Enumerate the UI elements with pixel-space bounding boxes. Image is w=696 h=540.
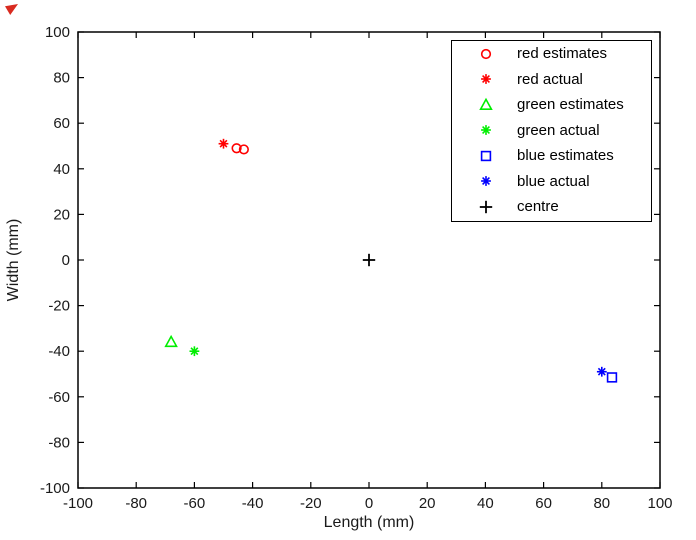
asterisk-legend-glyph — [482, 177, 490, 186]
legend-label: red estimates — [517, 45, 608, 63]
y-tick-label: 60 — [53, 115, 70, 132]
legend: red estimates red actual green estimates gr… — [451, 40, 652, 222]
x-tick-label: 100 — [647, 495, 672, 512]
triangle-icon — [479, 97, 493, 110]
legend-label: green actual — [517, 121, 600, 139]
x-tick-label: 80 — [593, 495, 610, 512]
blue-estimates-marker — [606, 372, 618, 383]
x-tick-label: -100 — [63, 495, 93, 512]
legend-item: green estimates — [452, 92, 651, 118]
x-tick-label: -80 — [125, 495, 147, 512]
green-actual-marker — [190, 347, 199, 356]
y-tick-label: 20 — [53, 206, 70, 223]
legend-item: centre — [452, 194, 651, 220]
circle-legend-glyph — [480, 48, 492, 59]
x-tick-label: 20 — [419, 495, 436, 512]
asterisk-icon — [481, 176, 491, 187]
asterisk-icon — [481, 125, 491, 136]
square-icon — [480, 150, 492, 161]
legend-item: red actual — [452, 67, 651, 93]
y-tick-label: 100 — [45, 24, 70, 41]
legend-label: red actual — [517, 70, 583, 88]
blue-actual-marker — [597, 367, 606, 376]
x-tick-label: 60 — [535, 495, 552, 512]
asterisk-icon — [481, 74, 491, 85]
y-tick-label: -80 — [48, 434, 70, 451]
y-tick-label: 0 — [62, 252, 70, 269]
green-estimates-marker — [164, 334, 178, 348]
red-estimates-marker — [231, 143, 242, 154]
y-tick-label: -60 — [48, 389, 70, 406]
red-actual-marker — [219, 139, 228, 148]
legend-item: blue actual — [452, 169, 651, 195]
x-tick-label: -20 — [300, 495, 322, 512]
legend-label: green estimates — [517, 96, 624, 114]
x-axis-label: Length (mm) — [323, 514, 415, 531]
legend-item: red estimates — [452, 41, 651, 67]
x-tick-label: -60 — [184, 495, 206, 512]
x-tick-label: -40 — [242, 495, 264, 512]
red-estimates-marker — [238, 144, 249, 155]
asterisk-legend-glyph — [482, 75, 490, 84]
y-tick-label: 40 — [53, 161, 70, 178]
red-artifact-icon — [5, 4, 18, 15]
y-tick-label: -40 — [48, 343, 70, 360]
circle-icon — [480, 48, 492, 59]
legend-item: blue estimates — [452, 143, 651, 169]
y-axis-label: Width (mm) — [5, 218, 22, 302]
legend-label: blue estimates — [517, 147, 614, 165]
y-tick-label: -20 — [48, 298, 70, 315]
x-tick-label: 0 — [365, 495, 373, 512]
square-legend-glyph — [480, 150, 492, 161]
triangle-legend-glyph — [479, 97, 493, 110]
asterisk-legend-glyph — [482, 126, 490, 135]
legend-item: green actual — [452, 118, 651, 144]
y-tick-label: -100 — [40, 480, 70, 497]
y-tick-label: 80 — [53, 70, 70, 87]
plus-icon — [479, 200, 493, 213]
legend-label: centre — [517, 198, 559, 216]
x-tick-label: 40 — [477, 495, 494, 512]
legend-label: blue actual — [517, 172, 590, 190]
